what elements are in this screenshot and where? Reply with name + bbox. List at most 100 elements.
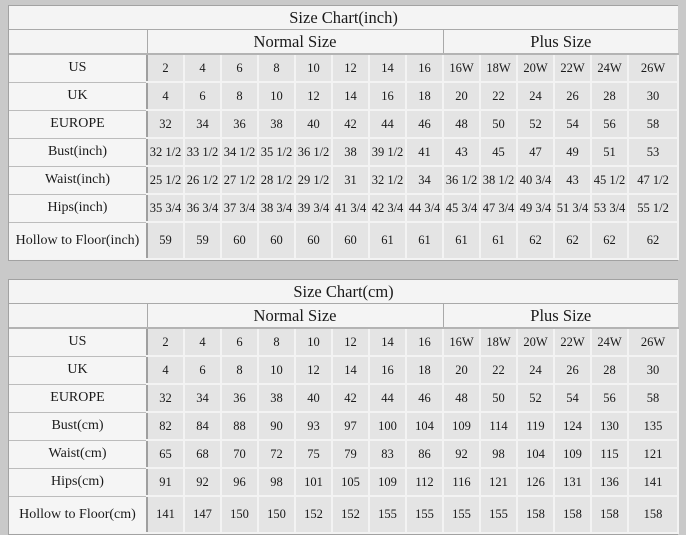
row-label: EUROPE xyxy=(9,109,148,138)
table-row: Hollow to Floor(cm) 141 147 150 150 152 152 155… xyxy=(9,495,680,534)
size-cell: 50 xyxy=(479,109,518,139)
size-cell: 83 xyxy=(368,439,407,469)
size-cell: 56 xyxy=(590,383,629,413)
size-cell: 18 xyxy=(405,355,444,385)
size-cell: 20 xyxy=(442,81,481,111)
size-cell: 60 xyxy=(257,221,296,260)
size-cell: 98 xyxy=(257,467,296,497)
size-cell: 42 xyxy=(331,383,370,413)
size-cell: 6 xyxy=(183,355,222,385)
size-cell: 54 xyxy=(553,383,592,413)
size-cell: 92 xyxy=(183,467,222,497)
size-cell: 26 xyxy=(553,81,592,111)
table-gap xyxy=(8,261,678,279)
size-cell: 38 3/4 xyxy=(257,193,296,223)
row-label: US xyxy=(9,327,148,356)
size-cell: 52 xyxy=(516,383,555,413)
size-cell: 45 1/2 xyxy=(590,165,629,195)
size-cell: 155 xyxy=(442,495,481,534)
size-cell: 60 xyxy=(220,221,259,260)
size-cell: 121 xyxy=(479,467,518,497)
size-chart-inch-table: Size Chart(inch) Normal Size Plus Size US 2 4… xyxy=(8,5,680,261)
size-cell: 60 xyxy=(331,221,370,260)
size-cell: 131 xyxy=(553,467,592,497)
size-cell: 31 xyxy=(331,165,370,195)
size-cell: 62 xyxy=(626,221,680,260)
size-cell: 36 1/2 xyxy=(294,137,333,167)
size-cell: 115 xyxy=(590,439,629,469)
table-row: UK 4 6 8 10 12 14 16 18 20 22 24 26 28 30 xyxy=(9,81,680,111)
size-cell: 82 xyxy=(146,411,185,441)
size-cell: 22W xyxy=(553,327,592,357)
size-cell: 34 xyxy=(405,165,444,195)
group-header: Plus Size xyxy=(442,303,679,329)
size-cell: 6 xyxy=(183,81,222,111)
size-cell: 26 1/2 xyxy=(183,165,222,195)
size-cell: 126 xyxy=(516,467,555,497)
size-cell: 27 1/2 xyxy=(220,165,259,195)
size-cell: 38 xyxy=(257,383,296,413)
size-cell: 8 xyxy=(257,53,296,83)
row-label: UK xyxy=(9,355,148,384)
size-cell: 16 xyxy=(405,53,444,83)
size-cell: 10 xyxy=(257,355,296,385)
size-cell: 158 xyxy=(590,495,629,534)
size-cell: 44 xyxy=(368,109,407,139)
size-cell: 10 xyxy=(257,81,296,111)
size-cell: 104 xyxy=(405,411,444,441)
size-cell: 49 xyxy=(553,137,592,167)
size-cell: 42 xyxy=(331,109,370,139)
size-cell: 26 xyxy=(553,355,592,385)
size-cell: 33 1/2 xyxy=(183,137,222,167)
size-cell: 109 xyxy=(442,411,481,441)
size-cell: 36 1/2 xyxy=(442,165,481,195)
size-cell: 18W xyxy=(479,327,518,357)
size-cell: 47 1/2 xyxy=(626,165,680,195)
size-cell: 34 1/2 xyxy=(220,137,259,167)
table-row: UK 4 6 8 10 12 14 16 18 20 22 24 26 28 30 xyxy=(9,355,680,385)
size-cell: 16 xyxy=(405,327,444,357)
size-cell: 130 xyxy=(590,411,629,441)
size-cell: 54 xyxy=(553,109,592,139)
size-cell: 46 xyxy=(405,109,444,139)
size-cell: 28 xyxy=(590,81,629,111)
row-label: Bust(cm) xyxy=(9,411,148,440)
size-cell: 25 1/2 xyxy=(146,165,185,195)
table-title: Size Chart(cm) xyxy=(9,280,679,304)
size-cell: 4 xyxy=(146,81,185,111)
size-cell: 39 1/2 xyxy=(368,137,407,167)
size-cell: 53 3/4 xyxy=(590,193,629,223)
size-cell: 53 xyxy=(626,137,680,167)
group-header: Normal Size xyxy=(146,29,443,55)
size-cell: 61 xyxy=(405,221,444,260)
size-cell: 155 xyxy=(368,495,407,534)
size-cell: 45 xyxy=(479,137,518,167)
size-cell: 43 xyxy=(442,137,481,167)
size-cell: 79 xyxy=(331,439,370,469)
size-cell: 28 1/2 xyxy=(257,165,296,195)
table-row: Bust(inch) 32 1/2 33 1/2 34 1/2 35 1/2 36 1/2… xyxy=(9,137,680,167)
size-cell: 26W xyxy=(626,53,680,83)
size-cell: 55 1/2 xyxy=(626,193,680,223)
size-cell: 42 3/4 xyxy=(368,193,407,223)
row-label: EUROPE xyxy=(9,383,148,412)
size-cell: 104 xyxy=(516,439,555,469)
size-cell: 8 xyxy=(220,81,259,111)
size-cell: 158 xyxy=(626,495,680,534)
table-row: Hips(cm) 91 92 96 98 101 105 109 112 116 121 126 131… xyxy=(9,467,680,497)
table-row: Hollow to Floor(inch) 59 59 60 60 60 60 61 61 61 6… xyxy=(9,221,680,260)
size-cell: 88 xyxy=(220,411,259,441)
size-cell: 61 xyxy=(442,221,481,260)
size-cell: 68 xyxy=(183,439,222,469)
size-cell: 46 xyxy=(405,383,444,413)
size-cell: 36 xyxy=(220,383,259,413)
group-header: Plus Size xyxy=(442,29,679,55)
table-row: Waist(cm) 65 68 70 72 75 79 83 86 92 98 104 109 115 12… xyxy=(9,439,680,469)
size-cell: 62 xyxy=(516,221,555,260)
row-label: Hips(cm) xyxy=(9,467,148,496)
size-cell: 119 xyxy=(516,411,555,441)
size-cell: 24 xyxy=(516,81,555,111)
size-cell: 24W xyxy=(590,327,629,357)
size-cell: 58 xyxy=(626,383,680,413)
